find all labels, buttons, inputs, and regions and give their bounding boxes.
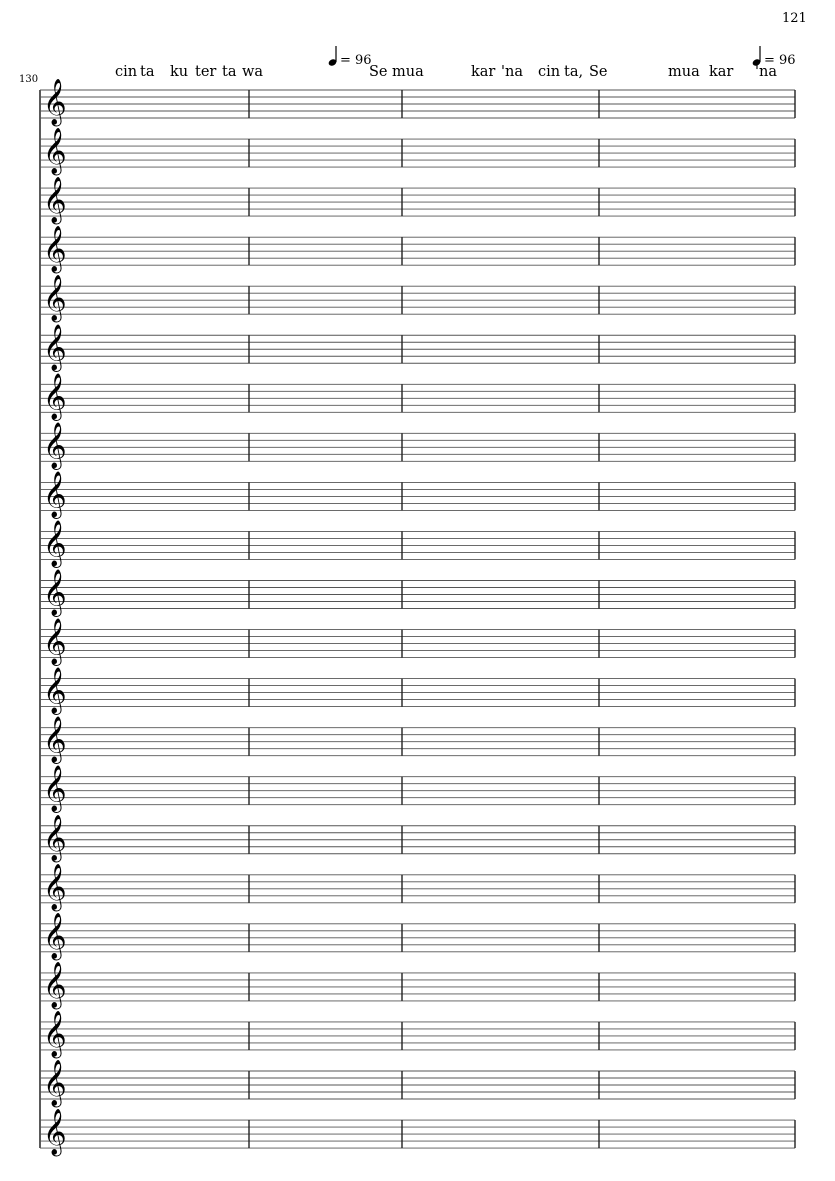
lyric-syllable: 'na [755, 64, 777, 80]
lyric-syllable: kar [709, 64, 734, 80]
lyric-syllable: mua [392, 64, 424, 80]
staff: 𝄞 [40, 913, 796, 961]
lyric-syllable: ku [170, 64, 189, 80]
staff: 𝄞 [40, 668, 796, 716]
tempo-text: = 96 [764, 53, 796, 68]
lyric-syllable: ta, [564, 64, 584, 80]
treble-clef-icon: 𝄞 [43, 1060, 67, 1108]
lyric-syllable: 'na [501, 64, 523, 80]
treble-clef-icon: 𝄞 [43, 815, 67, 863]
treble-clef-icon: 𝄞 [43, 1011, 67, 1059]
staff: 𝄞 [40, 815, 796, 863]
treble-clef-icon: 𝄞 [43, 913, 67, 961]
staff: 𝄞 [40, 1109, 796, 1157]
measure-number: 130 [19, 74, 39, 85]
lyric-syllable: ta [140, 64, 155, 80]
staff: 𝄞 [40, 275, 796, 323]
staff: 𝄞 [40, 864, 796, 912]
staff: 𝄞 [40, 471, 796, 519]
staff: 𝄞 [40, 1060, 796, 1108]
lyric-syllable: Se [589, 64, 608, 80]
treble-clef-icon: 𝄞 [43, 520, 67, 568]
treble-clef-icon: 𝄞 [43, 79, 67, 127]
staff: 𝄞 [40, 520, 796, 568]
staff: 𝄞 [40, 226, 796, 274]
staff: 𝄞 [40, 1011, 796, 1059]
treble-clef-icon: 𝄞 [43, 275, 67, 323]
staff: 𝄞 [40, 128, 796, 176]
treble-clef-icon: 𝄞 [43, 619, 67, 667]
staff: 𝄞 [40, 619, 796, 667]
treble-clef-icon: 𝄞 [43, 373, 67, 421]
staff: 𝄞 [40, 79, 796, 127]
treble-clef-icon: 𝄞 [43, 962, 67, 1010]
treble-clef-icon: 𝄞 [43, 422, 67, 470]
quarter-note-icon [328, 46, 337, 66]
staff: 𝄞 [40, 766, 796, 814]
treble-clef-icon: 𝄞 [43, 864, 67, 912]
treble-clef-icon: 𝄞 [43, 766, 67, 814]
staff: 𝄞 [40, 324, 796, 372]
treble-clef-icon: 𝄞 [43, 226, 67, 274]
treble-clef-icon: 𝄞 [43, 128, 67, 176]
staff: 𝄞 [40, 717, 796, 765]
treble-clef-icon: 𝄞 [43, 324, 67, 372]
page-number: 121 [782, 11, 807, 26]
lyric-syllable: kar [471, 64, 496, 80]
treble-clef-icon: 𝄞 [43, 177, 67, 225]
treble-clef-icon: 𝄞 [43, 471, 67, 519]
staff: 𝄞 [40, 422, 796, 470]
staff: 𝄞 [40, 570, 796, 618]
quarter-note-icon [752, 46, 761, 66]
lyric-syllable: ta [222, 64, 237, 80]
treble-clef-icon: 𝄞 [43, 717, 67, 765]
lyric-syllable: Se [369, 64, 388, 80]
treble-clef-icon: 𝄞 [43, 1109, 67, 1157]
treble-clef-icon: 𝄞 [43, 668, 67, 716]
staff: 𝄞 [40, 373, 796, 421]
lyric-syllable: cin [115, 64, 138, 80]
treble-clef-icon: 𝄞 [43, 570, 67, 618]
lyric-syllable: wa [242, 64, 264, 80]
lyric-syllable: ter [195, 64, 217, 80]
staff: 𝄞 [40, 962, 796, 1010]
lyric-syllable: mua [668, 64, 700, 80]
staff: 𝄞 [40, 177, 796, 225]
tempo-text: = 96 [340, 53, 372, 68]
lyric-syllable: cin [538, 64, 561, 80]
